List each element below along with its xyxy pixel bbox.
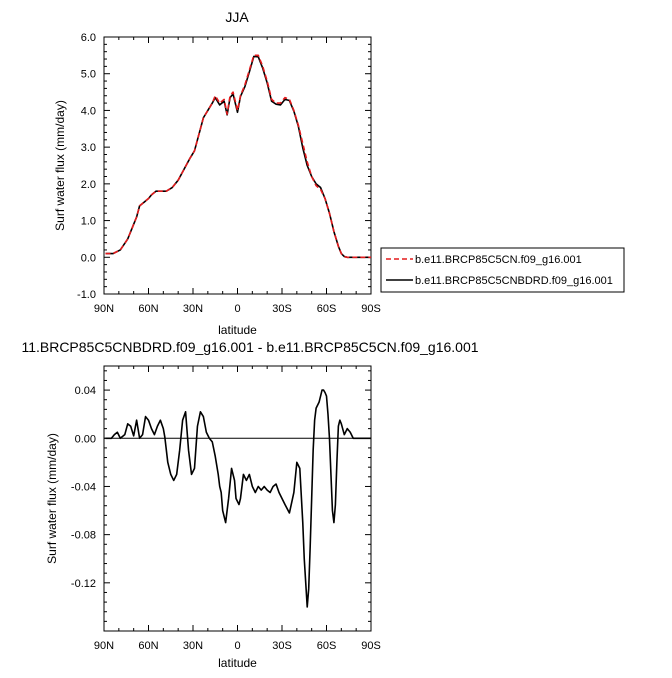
y-tick-label: 0.0 — [81, 252, 96, 264]
legend-label: b.e11.BRCP85C5CNBDRD.f09_g16.001 — [415, 275, 613, 287]
y-tick-label: 0.04 — [75, 385, 96, 397]
x-tick-label: 30N — [183, 303, 203, 315]
legend-label: b.e11.BRCP85C5CN.f09_g16.001 — [415, 254, 582, 266]
y-tick-label: 2.0 — [81, 179, 96, 191]
chart-panel-1: JJA 90N 60N 30N 0 30S 60S 90S -1.0 0.0 1.0 2.0 3.0 4.… — [53, 9, 625, 337]
x-tick-label: 30N — [183, 640, 203, 652]
y-axis-title: Surf water flux (mm/day) — [45, 433, 59, 564]
x-tick-label: 60S — [317, 303, 337, 315]
y-tick-label: 0.00 — [75, 433, 96, 445]
x-tick-label: 30S — [272, 640, 292, 652]
plot-frame — [103, 36, 372, 295]
y-tick-label: -0.04 — [71, 481, 96, 493]
chart-title: JJA — [225, 9, 249, 25]
x-tick-label: 60N — [138, 303, 158, 315]
x-tick-label: 90S — [361, 640, 381, 652]
chart-panel-2: 11.BRCP85C5CNBDRD.f09_g16.001 - b.e11.BR… — [21, 339, 478, 670]
y-tick-label: -0.08 — [71, 530, 96, 542]
series-line-1 — [105, 389, 371, 608]
y-tick-label: 3.0 — [81, 142, 96, 154]
series-line-1 — [105, 54, 371, 259]
y-tick-label: -1.0 — [77, 289, 96, 301]
x-tick-label: 90S — [361, 303, 381, 315]
y-tick-label: 5.0 — [81, 69, 96, 81]
x-tick-label: 90N — [94, 640, 114, 652]
legend: b.e11.BRCP85C5CN.f09_g16.001 b.e11.BRCP85… — [380, 247, 625, 293]
y-tick-label: 1.0 — [81, 216, 96, 228]
legend-box — [380, 247, 625, 293]
y-tick-label: 6.0 — [81, 32, 96, 44]
x-tick-label: 0 — [234, 640, 240, 652]
x-axis-title: latitude — [218, 323, 257, 337]
x-tick-label: 60N — [138, 640, 158, 652]
plot-frame — [103, 365, 372, 632]
y-axis-title: Surf water flux (mm/day) — [53, 100, 67, 231]
chart-title: 11.BRCP85C5CNBDRD.f09_g16.001 - b.e11.BR… — [21, 339, 478, 355]
series-line-2 — [105, 55, 371, 259]
y-tick-label: 4.0 — [81, 105, 96, 117]
x-axis-title: latitude — [218, 656, 257, 670]
x-tick-label: 0 — [234, 303, 240, 315]
x-tick-label: 30S — [272, 303, 292, 315]
x-tick-label: 60S — [317, 640, 337, 652]
y-tick-label: -0.12 — [71, 578, 96, 590]
x-tick-label: 90N — [94, 303, 114, 315]
